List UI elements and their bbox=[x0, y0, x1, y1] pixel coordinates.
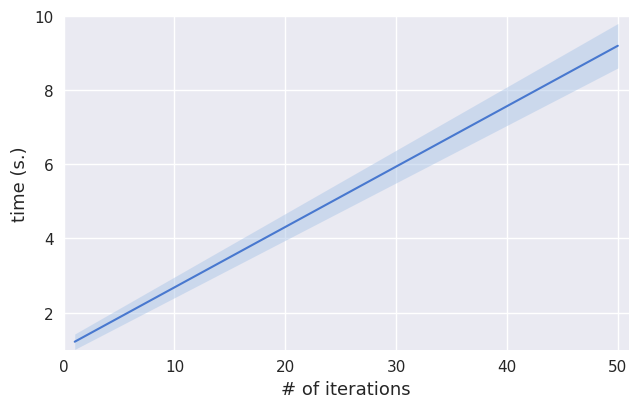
X-axis label: # of iterations: # of iterations bbox=[282, 380, 411, 398]
Y-axis label: time (s.): time (s.) bbox=[11, 146, 29, 221]
